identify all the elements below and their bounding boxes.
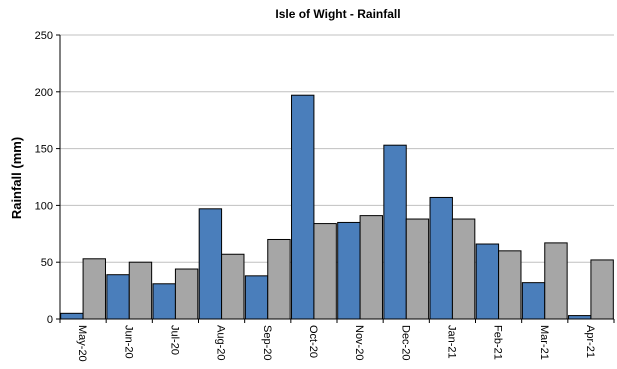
x-tick-label: Mar-21 bbox=[538, 325, 550, 360]
y-tick-label: 100 bbox=[35, 200, 53, 212]
bar-series-2 bbox=[544, 242, 568, 320]
bar-series-1 bbox=[152, 283, 176, 320]
bar-series-2 bbox=[359, 215, 383, 320]
x-tick-label: Aug-20 bbox=[215, 325, 227, 360]
bar-series-2 bbox=[221, 253, 245, 320]
bars bbox=[60, 94, 614, 320]
bar-series-2 bbox=[82, 258, 106, 320]
bar-series-1 bbox=[60, 312, 84, 320]
y-tick-label: 200 bbox=[35, 87, 53, 99]
y-tick-label: 50 bbox=[41, 257, 53, 269]
bar-series-2 bbox=[174, 268, 199, 320]
bar-series-1 bbox=[568, 315, 592, 320]
bar-series-2 bbox=[128, 261, 153, 320]
bar-series-1 bbox=[106, 274, 130, 320]
tick-labels: 0 50 100 150 200 250 May-20 Jun-20 Jul-20 Aug-20 S… bbox=[35, 30, 596, 362]
y-tick-label: 0 bbox=[47, 314, 53, 326]
x-tick-label: Oct-20 bbox=[307, 325, 319, 358]
x-tick-label: Apr-21 bbox=[584, 325, 596, 358]
bar-series-2 bbox=[267, 238, 291, 320]
bar-series-2 bbox=[405, 218, 430, 320]
y-tick-label: 150 bbox=[35, 144, 53, 156]
axes bbox=[56, 34, 615, 323]
x-tick-label: Dec-20 bbox=[399, 325, 411, 360]
bar-series-2 bbox=[498, 250, 522, 320]
bar-series-1 bbox=[475, 243, 500, 320]
x-tick-label: Jul-20 bbox=[168, 325, 180, 355]
x-tick-label: Nov-20 bbox=[353, 325, 365, 360]
bar-series-1 bbox=[337, 221, 361, 320]
bar-series-2 bbox=[313, 223, 337, 320]
x-tick-label: Sep-20 bbox=[261, 325, 273, 360]
bar-series-2 bbox=[590, 259, 614, 320]
bar-series-1 bbox=[291, 94, 315, 320]
bar-series-1 bbox=[383, 144, 407, 320]
y-axis-label: Rainfall (mm) bbox=[9, 137, 24, 219]
bar-series-1 bbox=[244, 275, 269, 320]
gridlines bbox=[60, 34, 614, 263]
bar-series-1 bbox=[521, 282, 546, 320]
y-tick-label: 250 bbox=[35, 30, 53, 42]
x-tick-label: May-20 bbox=[76, 325, 88, 362]
bar-series-1 bbox=[429, 196, 453, 320]
x-tick-label: Feb-21 bbox=[492, 325, 504, 360]
x-tick-label: Jan-21 bbox=[445, 325, 457, 359]
x-tick-label: Jun-20 bbox=[122, 325, 134, 359]
bar-series-2 bbox=[451, 218, 476, 320]
bar-series-1 bbox=[198, 208, 223, 320]
chart-title: Isle of Wight - Rainfall bbox=[275, 7, 400, 21]
